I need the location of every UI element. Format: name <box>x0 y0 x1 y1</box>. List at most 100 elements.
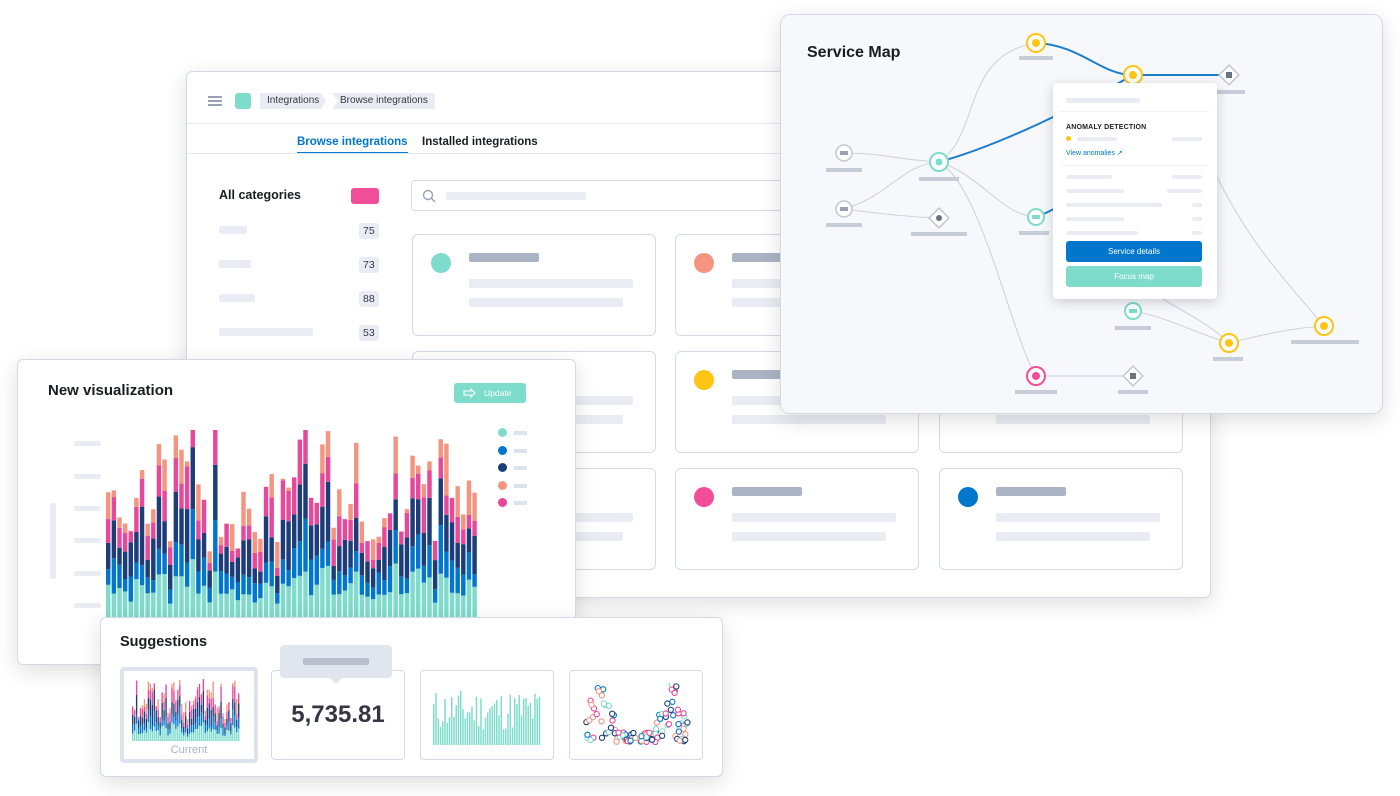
bar-segment <box>173 690 175 704</box>
suggestion-current[interactable]: Current <box>120 667 258 763</box>
focus-map-button[interactable]: Focus map <box>1066 266 1202 287</box>
service-node[interactable] <box>1115 302 1151 330</box>
bar-segment <box>212 681 214 699</box>
bar <box>455 705 457 745</box>
bar-segment <box>461 595 466 618</box>
integration-card[interactable] <box>939 468 1183 570</box>
suggestion-metric[interactable]: 5,735.81 <box>271 670 405 760</box>
bar <box>487 712 489 745</box>
bar-segment <box>143 730 146 741</box>
bar-segment <box>175 728 177 741</box>
update-button[interactable]: Update <box>454 383 526 403</box>
bar-segment <box>427 461 432 471</box>
bar-segment <box>141 709 144 718</box>
bar-segment <box>186 734 189 737</box>
bar-segment <box>472 574 477 587</box>
tab-browse-integrations[interactable]: Browse integrations <box>297 136 408 154</box>
bar <box>496 700 498 745</box>
service-node[interactable] <box>919 152 959 181</box>
suggestion-bar-chart[interactable] <box>420 670 554 760</box>
bar-segment <box>128 542 133 577</box>
bar-segment <box>128 530 133 532</box>
breadcrumb-integrations[interactable]: Integrations <box>260 93 327 109</box>
service-node[interactable] <box>1019 208 1049 235</box>
bar-segment <box>438 439 443 458</box>
bar-segment <box>149 729 152 741</box>
bar-segment <box>206 707 208 726</box>
bar-segment <box>137 733 140 741</box>
bar-segment <box>133 709 136 711</box>
category-placeholder[interactable] <box>219 226 247 234</box>
legend-item[interactable] <box>498 480 538 491</box>
tab-installed-integrations[interactable]: Installed integrations <box>422 136 538 148</box>
service-node[interactable] <box>1291 316 1359 344</box>
service-node[interactable] <box>1015 366 1057 394</box>
service-node[interactable] <box>1213 333 1243 361</box>
bar-segment <box>151 725 153 732</box>
bar-segment <box>212 716 214 730</box>
bar-segment <box>404 513 410 538</box>
bar-segment <box>359 575 365 595</box>
bar-segment <box>238 703 240 718</box>
bar-segment <box>213 464 218 521</box>
bar-segment <box>145 703 148 714</box>
bar-segment <box>156 548 162 575</box>
bar-segment <box>308 559 314 596</box>
legend-item[interactable] <box>498 498 538 508</box>
bar-segment <box>303 430 308 464</box>
category-placeholder[interactable] <box>219 328 313 336</box>
bar-segment <box>461 574 466 596</box>
bar-segment <box>387 529 393 567</box>
dependency-node[interactable] <box>1118 365 1148 394</box>
scatter-point <box>680 710 687 717</box>
stacked-bar-chart[interactable] <box>106 430 486 620</box>
legend-item[interactable] <box>498 445 538 456</box>
scatter-point <box>615 729 622 736</box>
bar-segment <box>370 568 376 588</box>
service-node[interactable] <box>826 144 862 172</box>
bar <box>439 726 442 745</box>
bar-segment <box>286 586 291 618</box>
category-placeholder[interactable] <box>219 260 251 268</box>
legend-item[interactable] <box>498 463 538 473</box>
view-anomalies-link[interactable]: View anomalies ↗ <box>1066 150 1123 157</box>
hamburger-menu-icon[interactable] <box>208 96 222 106</box>
bar-segment <box>314 555 319 585</box>
bar <box>532 718 534 745</box>
app-logo[interactable] <box>235 93 251 109</box>
bar-segment <box>169 722 171 730</box>
integration-card[interactable] <box>675 468 919 570</box>
bar-segment <box>432 602 438 618</box>
bar-segment <box>444 495 449 515</box>
bar-segment <box>155 710 157 723</box>
bar-segment <box>139 478 145 507</box>
service-node[interactable] <box>826 200 862 227</box>
bar-segment <box>286 487 291 491</box>
category-placeholder[interactable] <box>219 294 255 302</box>
bar-segment <box>220 683 222 687</box>
bar-segment <box>151 731 153 741</box>
dependency-node[interactable] <box>1215 64 1245 94</box>
bar-segment <box>200 725 203 741</box>
integrations-search[interactable] <box>411 180 791 211</box>
bar-segment <box>337 516 342 547</box>
dependency-node[interactable] <box>911 207 967 236</box>
scatter-point <box>638 733 645 740</box>
integration-icon <box>694 253 714 273</box>
service-popover: ANOMALY DETECTION View anomalies ↗ Servi… <box>1053 83 1217 299</box>
service-node[interactable] <box>1123 65 1143 85</box>
bar-segment <box>122 579 128 592</box>
integration-card[interactable] <box>412 234 656 336</box>
all-categories-label[interactable]: All categories <box>219 188 301 202</box>
scatter-point <box>680 725 687 733</box>
service-details-button[interactable]: Service details <box>1066 241 1202 262</box>
legend-item[interactable] <box>498 428 538 438</box>
service-node[interactable] <box>1019 33 1053 60</box>
bar-segment <box>224 719 226 723</box>
suggestion-scatter-chart[interactable] <box>569 670 703 760</box>
bar-segment <box>252 602 257 618</box>
bar-segment <box>117 588 122 618</box>
bar-segment <box>370 599 376 618</box>
bar-segment <box>212 698 214 707</box>
bar-segment <box>292 548 297 578</box>
